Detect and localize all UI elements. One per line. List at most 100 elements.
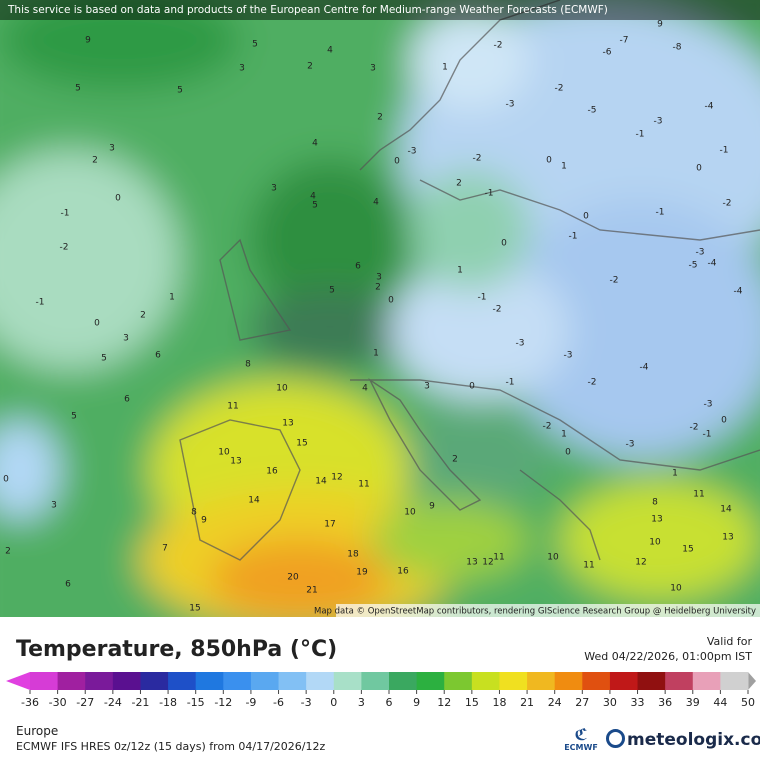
contour-label: 13 [282,419,293,429]
ecmwf-logo: ℭ ECMWF [560,725,602,753]
contour-label: 4 [373,198,379,208]
contour-label: -4 [734,287,743,297]
contour-label: 0 [501,239,507,249]
contour-label: -2 [555,84,564,94]
contour-label: 5 [252,40,258,50]
colorbar-swatch [665,672,694,690]
contour-label: 2 [456,179,462,189]
contour-label: 2 [92,156,98,166]
contour-label: 9 [429,502,435,512]
colorbar-tick-label: -18 [159,696,177,709]
contour-label: 5 [71,412,77,422]
contour-label: 13 [466,558,477,568]
map: 9 543 2 3 1552432345-10-26-10215365810115613… [0,0,760,617]
contour-label: -2 [493,305,502,315]
ecmwf-icon: ℭ [574,725,588,744]
contour-label: 8 [245,360,251,370]
contour-label: 18 [347,550,359,560]
contour-label: 10 [649,538,661,548]
model-info: ECMWF IFS HRES 0z/12z (15 days) from 04/… [16,740,326,753]
colorbar-tick-label: -12 [214,696,232,709]
contour-label: -5 [588,106,597,116]
contour-label: 10 [547,553,559,563]
colorbar-swatch [361,672,390,690]
legend-title: Temperature, 850hPa (°C) [16,637,338,662]
contour-label: 0 [394,157,400,167]
colorbar-tick-label: 15 [465,696,479,709]
contour-label: 20 [287,573,299,583]
contour-label: -3 [564,351,573,361]
brand-text: meteologix.com [627,730,760,750]
region: Europe [16,724,59,738]
contour-label: -1 [720,146,729,156]
contour-label: 16 [397,567,409,577]
colorbar-tick-label: 21 [520,696,534,709]
contour-label: 1 [457,266,463,276]
contour-label: 2 [307,62,313,72]
contour-label: 6 [355,262,361,272]
contour-label: -2 [543,422,552,432]
contour-label: 5 [329,286,335,296]
contour-label: -3 [654,117,663,127]
coastlines [179,0,760,561]
colorbar-swatch [195,672,224,690]
contour-label: 10 [218,448,230,458]
colorbar-tick-label: -3 [301,696,312,709]
colorbar-swatch [112,672,141,690]
contour-label: 0 [721,416,727,426]
colorbar-over [748,672,756,690]
contour-label: 3 [109,144,115,154]
colorbar-swatch [692,672,721,690]
contour-label: 12 [331,473,342,483]
contour-label: 9 [85,36,91,46]
contour-label: 0 [94,319,100,329]
contour-label: 16 [266,467,278,477]
contour-label: -2 [588,378,597,388]
contour-label: 12 [482,558,493,568]
colorbar-swatch [306,672,335,690]
contour-label: -1 [485,189,494,199]
contour-label: -2 [610,276,619,286]
colorbar-swatch [30,672,59,690]
contour-label: -1 [569,232,578,242]
contour-label: 8 [652,498,658,508]
contour-label: 0 [546,156,552,166]
valid-time: Wed 04/22/2026, 01:00pm IST [584,650,752,663]
contour-label: 11 [227,402,238,412]
colorbar-swatch [527,672,556,690]
contour-label: 7 [162,544,168,554]
contour-label: -1 [506,378,515,388]
contour-label: 15 [682,545,693,555]
temperature-field [0,0,760,617]
contour-label: -3 [516,339,525,349]
colorbar-tick-label: -15 [187,696,205,709]
contour-label: 4 [362,384,368,394]
contour-label: 13 [651,515,662,525]
brand-icon [606,729,625,748]
contour-label: 4 [310,192,316,202]
contour-label: -2 [494,41,503,51]
contour-label: -1 [703,430,712,440]
contour-label: -3 [704,400,713,410]
contour-label: 5 [75,84,81,94]
contour-label: -1 [636,130,645,140]
contour-label: -3 [506,100,515,110]
contour-label: 1 [169,293,175,303]
contour-label: 21 [306,586,317,596]
colorbar-swatch [554,672,583,690]
contour-label: 0 [583,212,589,222]
contour-label: -6 [603,48,612,58]
contour-label: 0 [388,296,394,306]
contour-label: 0 [469,382,475,392]
colorbar-tick-label: 27 [575,696,589,709]
colorbar-tick-label: 50 [741,696,755,709]
contour-label: 2 [5,547,11,557]
contour-label: 5 [101,354,107,364]
colorbar-tick-label: 33 [631,696,645,709]
contour-label: 2 [452,455,458,465]
contour-label: 11 [358,480,369,490]
colorbar-tick-label: 9 [413,696,420,709]
notice: This service is based on data and produc… [7,4,608,16]
colorbar-tick-label: 30 [603,696,617,709]
contour-label: -1 [478,293,487,303]
